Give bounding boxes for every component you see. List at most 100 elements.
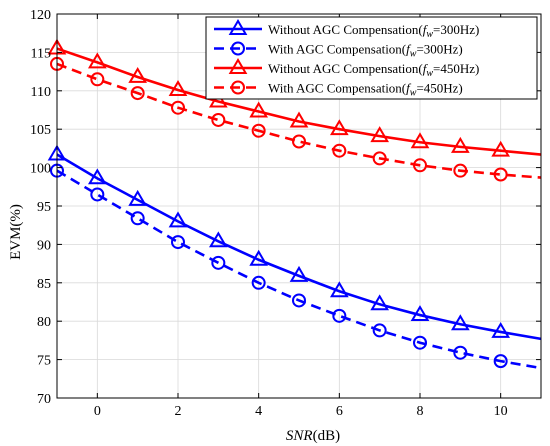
series-line — [56, 62, 542, 179]
y-tick-label: 85 — [37, 277, 51, 292]
data-point-marker — [493, 354, 508, 369]
data-point-marker — [493, 167, 508, 182]
series-line — [56, 153, 542, 341]
data-point-marker — [413, 335, 427, 350]
legend-label-part: w — [426, 68, 433, 79]
y-tick-label: 90 — [37, 238, 51, 253]
data-point-marker — [332, 143, 347, 158]
data-point-marker — [171, 235, 185, 250]
data-point-marker — [370, 126, 390, 143]
data-point-marker — [130, 86, 145, 101]
data-point-marker — [168, 211, 188, 228]
legend-label-part: f — [406, 42, 412, 57]
data-point-marker — [329, 281, 349, 298]
x-tick-label: 2 — [175, 404, 182, 419]
legend-marker — [228, 58, 248, 74]
y-tick-label: 120 — [30, 8, 51, 23]
data-point-marker — [372, 151, 387, 166]
x-axis-label: SNR(dB) — [286, 428, 340, 444]
data-point-marker — [332, 308, 347, 323]
data-point-marker — [289, 265, 309, 282]
legend-entry: Without AGC Compensation(fw=300Hz) — [214, 19, 479, 40]
x-tick-label: 8 — [417, 404, 424, 419]
data-point-marker — [249, 249, 269, 266]
data-point-marker — [128, 189, 148, 206]
legend-box — [205, 16, 538, 100]
y-tick-label: 100 — [30, 162, 51, 177]
data-point-marker — [168, 80, 188, 96]
data-point-marker — [491, 140, 511, 157]
data-point-marker — [208, 231, 228, 248]
axis-ticks: 0 2 4 6 8 10 70 75 80 85 90 95 100 105 110 115 120 — [30, 8, 541, 419]
legend-label-part: f — [423, 22, 429, 37]
data-point-marker — [211, 255, 226, 270]
legend-label: Without AGC Compensation(fw=300Hz) — [268, 22, 479, 40]
data-point-marker — [128, 66, 148, 83]
legend-entry: Without AGC Compensation(fw=450Hz) — [214, 58, 479, 79]
data-point-marker — [491, 321, 511, 338]
x-tick-label: 0 — [94, 404, 101, 419]
x-tick-label: 6 — [336, 404, 343, 419]
data-point-marker — [370, 294, 390, 311]
legend-label-part: Without AGC Compensation( — [268, 22, 423, 37]
legend-label-part: f — [423, 61, 429, 76]
legend-label-part: With AGC Compensation( — [268, 81, 406, 96]
data-point-marker — [292, 293, 306, 308]
legend-label-part: f — [406, 81, 412, 96]
y-tick-label: 70 — [37, 392, 51, 407]
data-point-marker — [329, 119, 349, 136]
data-point-marker — [410, 305, 430, 322]
data-point-marker — [292, 134, 306, 149]
series-layer — [47, 38, 542, 370]
data-point-marker — [450, 314, 470, 331]
legend-entry: With AGC Compensation(fw=450Hz) — [214, 80, 463, 99]
legend-label-part: w — [426, 29, 433, 40]
legend-marker — [231, 41, 245, 56]
y-tick-label: 110 — [31, 85, 51, 100]
legend-label-part: =450Hz) — [433, 61, 479, 76]
series-3 — [47, 38, 542, 157]
y-tick-label: 80 — [37, 315, 51, 330]
data-point-marker — [413, 158, 427, 173]
y-axis-label: EVM(%) — [8, 204, 24, 260]
legend-label-part: =300Hz) — [416, 42, 462, 57]
data-point-marker — [289, 111, 309, 128]
legend-entry: With AGC Compensation(fw=300Hz) — [214, 41, 463, 60]
data-point-marker — [87, 168, 107, 185]
data-point-marker — [211, 112, 226, 127]
y-tick-label: 115 — [31, 46, 51, 61]
data-point-marker — [372, 323, 387, 338]
y-tick-label: 105 — [30, 123, 51, 138]
legend-marker — [231, 80, 245, 95]
data-point-marker — [251, 275, 266, 290]
x-tick-label: 10 — [494, 404, 508, 419]
series-1 — [47, 144, 542, 341]
data-point-marker — [130, 211, 145, 226]
legend-label: With AGC Compensation(fw=450Hz) — [268, 81, 463, 99]
x-tick-label: 4 — [255, 404, 262, 419]
data-point-marker — [249, 101, 269, 118]
legend-label-part: With AGC Compensation( — [268, 42, 406, 57]
legend-marker — [228, 19, 248, 35]
legend-label: With AGC Compensation(fw=300Hz) — [268, 42, 463, 60]
data-point-marker — [251, 123, 266, 138]
data-point-marker — [410, 132, 430, 149]
legend-label-part: =450Hz) — [416, 81, 462, 96]
series-line — [56, 169, 542, 370]
data-point-marker — [453, 345, 468, 360]
legend-label-part: w — [410, 48, 417, 59]
data-point-marker — [450, 136, 470, 153]
y-tick-label: 75 — [37, 354, 51, 369]
x-axis-label-var: SNR — [286, 428, 313, 444]
data-point-marker — [208, 91, 228, 108]
y-tick-label: 95 — [37, 200, 51, 215]
data-point-marker — [171, 100, 185, 115]
data-point-marker — [90, 187, 105, 202]
data-point-marker — [453, 163, 468, 178]
legend-label-part: Without AGC Compensation( — [268, 61, 423, 76]
data-point-marker — [90, 72, 105, 87]
legend-label-part: =300Hz) — [433, 22, 479, 37]
legend-label-part: w — [410, 87, 417, 98]
x-axis-label-unit: (dB) — [313, 428, 341, 444]
